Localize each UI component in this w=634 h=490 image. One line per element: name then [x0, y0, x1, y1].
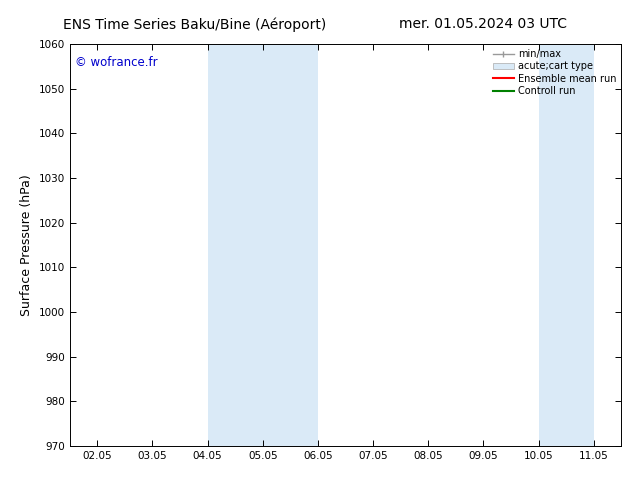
Text: ENS Time Series Baku/Bine (Aéroport): ENS Time Series Baku/Bine (Aéroport)	[63, 17, 327, 32]
Y-axis label: Surface Pressure (hPa): Surface Pressure (hPa)	[20, 174, 33, 316]
Text: mer. 01.05.2024 03 UTC: mer. 01.05.2024 03 UTC	[399, 17, 567, 31]
Bar	[207, 44, 318, 446]
Bar	[538, 44, 593, 446]
Legend: min/max, acute;cart type, Ensemble mean run, Controll run: min/max, acute;cart type, Ensemble mean …	[491, 47, 618, 98]
Text: © wofrance.fr: © wofrance.fr	[75, 56, 158, 69]
